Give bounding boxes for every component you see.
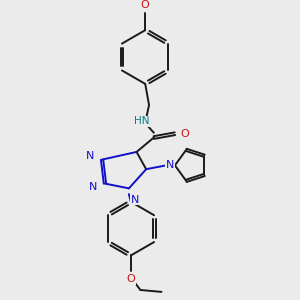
Text: O: O [180,129,189,139]
Text: N: N [89,182,98,192]
Text: N: N [86,151,95,161]
Text: HN: HN [134,116,149,126]
Text: O: O [127,274,135,284]
Text: N: N [130,195,139,205]
Text: N: N [166,160,174,170]
Text: O: O [141,0,150,10]
